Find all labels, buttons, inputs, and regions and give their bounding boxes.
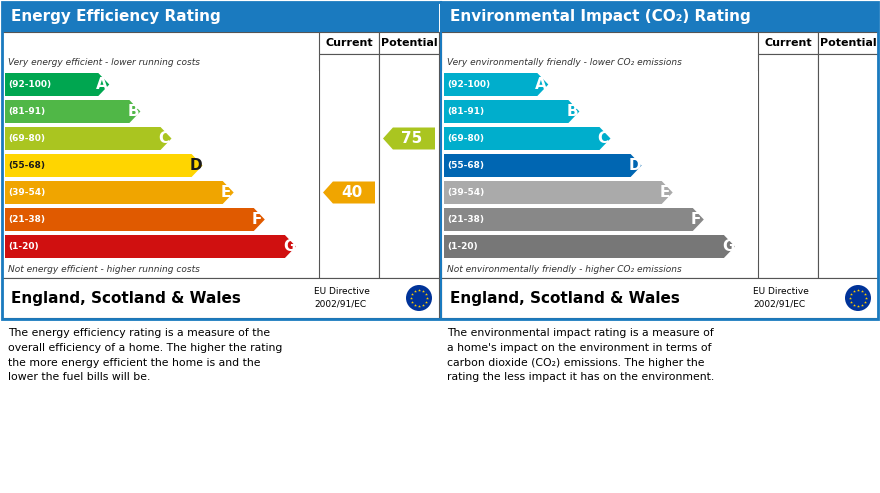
Bar	[758, 54, 818, 278]
Bar	[441, 233, 758, 260]
Text: 40: 40	[341, 185, 363, 200]
Bar	[2, 179, 319, 206]
Text: (92-100): (92-100)	[447, 80, 490, 89]
Bar	[441, 278, 878, 318]
Text: Environmental Impact (CO₂) Rating: Environmental Impact (CO₂) Rating	[450, 9, 751, 25]
Text: (55-68): (55-68)	[447, 161, 484, 170]
Text: A: A	[96, 77, 108, 92]
Polygon shape	[444, 127, 611, 150]
Text: C: C	[598, 131, 609, 146]
Text: (92-100): (92-100)	[8, 80, 51, 89]
Text: D: D	[628, 158, 642, 173]
Text: Current: Current	[326, 38, 373, 48]
Text: (69-80): (69-80)	[447, 134, 484, 143]
Polygon shape	[444, 208, 704, 231]
Text: The environmental impact rating is a measure of
a home's impact on the environme: The environmental impact rating is a mea…	[447, 328, 715, 383]
Text: (55-68): (55-68)	[8, 161, 45, 170]
Bar	[441, 98, 758, 125]
Bar	[2, 233, 319, 260]
Text: (81-91): (81-91)	[8, 107, 45, 116]
Text: England, Scotland & Wales: England, Scotland & Wales	[11, 290, 241, 306]
Bar	[379, 32, 439, 54]
Bar	[2, 206, 319, 233]
Text: Current: Current	[764, 38, 812, 48]
Text: Energy Efficiency Rating: Energy Efficiency Rating	[11, 9, 221, 25]
Text: (39-54): (39-54)	[447, 188, 484, 197]
Circle shape	[845, 285, 871, 311]
Polygon shape	[5, 208, 265, 231]
Polygon shape	[5, 154, 202, 177]
Bar	[2, 71, 319, 98]
Bar	[2, 2, 878, 319]
Text: (21-38): (21-38)	[447, 215, 484, 224]
Text: EU Directive
2002/91/EC: EU Directive 2002/91/EC	[314, 287, 370, 309]
Text: G: G	[722, 239, 735, 254]
Polygon shape	[444, 100, 579, 123]
Text: Potential: Potential	[819, 38, 876, 48]
Text: A: A	[535, 77, 547, 92]
Polygon shape	[5, 181, 234, 204]
Bar	[441, 2, 878, 32]
Bar	[319, 54, 379, 278]
Bar	[2, 2, 439, 32]
Bar	[818, 54, 878, 278]
Polygon shape	[444, 73, 548, 96]
Text: E: E	[660, 185, 670, 200]
Text: (69-80): (69-80)	[8, 134, 45, 143]
Bar	[441, 71, 758, 98]
Text: E: E	[221, 185, 231, 200]
Text: Not environmentally friendly - higher CO₂ emissions: Not environmentally friendly - higher CO…	[447, 265, 682, 274]
Bar	[379, 54, 439, 278]
Text: (1-20): (1-20)	[447, 242, 478, 251]
Text: (21-38): (21-38)	[8, 215, 45, 224]
Text: B: B	[128, 104, 139, 119]
Bar	[2, 278, 439, 318]
Circle shape	[406, 285, 432, 311]
Bar	[2, 98, 319, 125]
Text: B: B	[567, 104, 578, 119]
Text: (1-20): (1-20)	[8, 242, 39, 251]
Bar	[758, 32, 818, 54]
Bar	[441, 32, 878, 278]
Text: England, Scotland & Wales: England, Scotland & Wales	[450, 290, 680, 306]
Bar	[319, 32, 379, 54]
Text: D: D	[189, 158, 202, 173]
Text: G: G	[282, 239, 296, 254]
Polygon shape	[383, 128, 435, 149]
Bar	[441, 152, 758, 179]
Polygon shape	[5, 127, 172, 150]
Text: F: F	[691, 212, 701, 227]
Polygon shape	[5, 100, 141, 123]
Polygon shape	[5, 73, 109, 96]
Bar	[2, 32, 439, 278]
Text: F: F	[252, 212, 262, 227]
Text: C: C	[158, 131, 170, 146]
Polygon shape	[444, 235, 735, 258]
Text: EU Directive
2002/91/EC: EU Directive 2002/91/EC	[753, 287, 809, 309]
Bar	[441, 179, 758, 206]
Text: Very environmentally friendly - lower CO₂ emissions: Very environmentally friendly - lower CO…	[447, 58, 682, 67]
Bar	[441, 206, 758, 233]
Polygon shape	[444, 154, 642, 177]
Text: Potential: Potential	[381, 38, 437, 48]
Text: 75: 75	[401, 131, 422, 146]
Bar	[2, 125, 319, 152]
Polygon shape	[5, 235, 296, 258]
Text: Not energy efficient - higher running costs: Not energy efficient - higher running co…	[8, 265, 200, 274]
Polygon shape	[323, 181, 375, 204]
Text: (39-54): (39-54)	[8, 188, 45, 197]
Polygon shape	[444, 181, 672, 204]
Bar	[441, 125, 758, 152]
Text: (81-91): (81-91)	[447, 107, 484, 116]
Bar	[818, 32, 878, 54]
Text: Very energy efficient - lower running costs: Very energy efficient - lower running co…	[8, 58, 200, 67]
Bar	[2, 152, 319, 179]
Text: The energy efficiency rating is a measure of the
overall efficiency of a home. T: The energy efficiency rating is a measur…	[8, 328, 282, 383]
